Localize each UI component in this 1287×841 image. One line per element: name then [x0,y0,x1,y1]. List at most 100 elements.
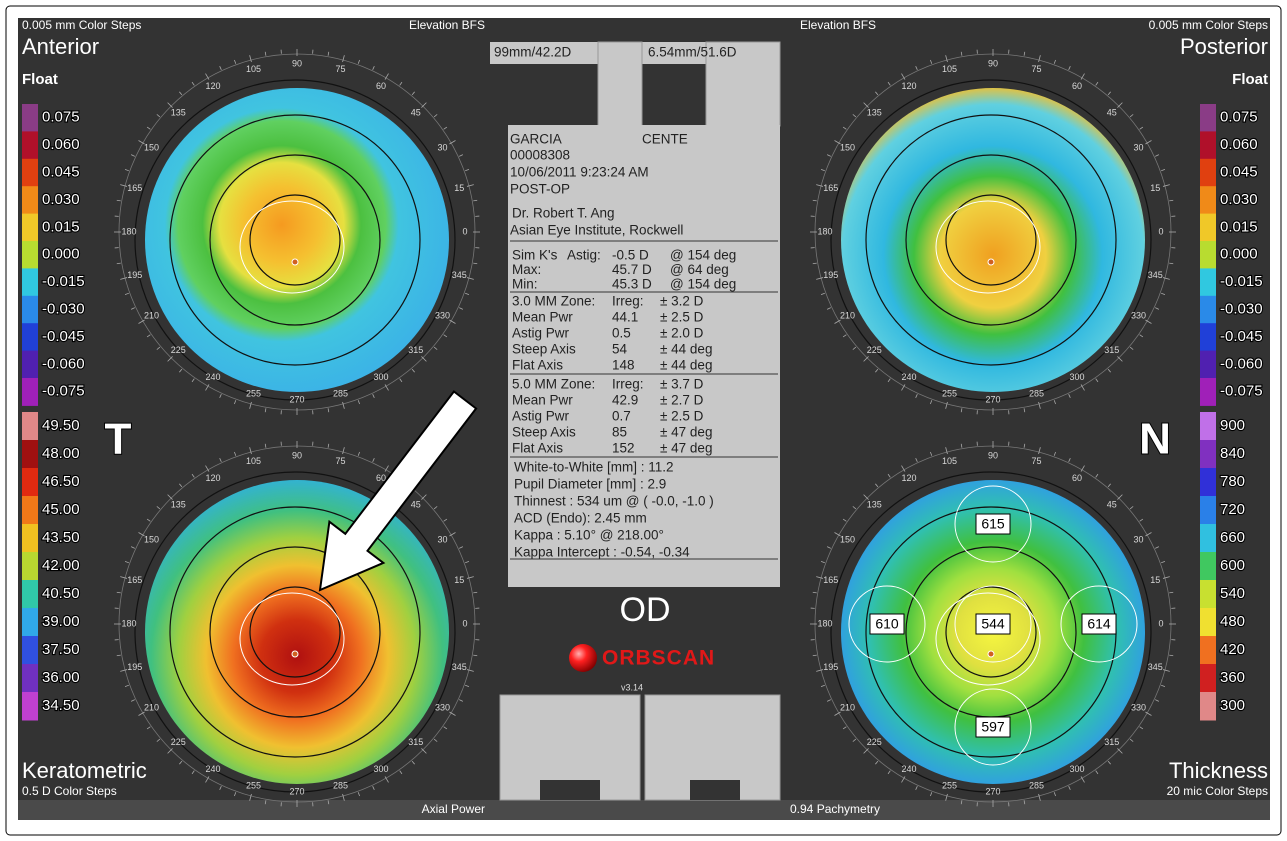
dial-tick [372,65,375,70]
panel-text: @ 64 deg [670,262,729,277]
scale-label: 0.015 [1220,218,1258,235]
side-label: N [1139,415,1171,464]
dial-tick [875,760,879,765]
zone-ring [134,471,456,793]
topography-map: 0 15 30 45 60 75 90 105 120 135 150 165 180 195 210 225… [114,441,480,807]
dial-label: 60 [1072,81,1082,91]
dial-tick [342,55,345,63]
scale-band [1200,104,1216,132]
dial-label: 240 [205,372,220,382]
scale-label: -0.015 [42,273,85,290]
scale-label: -0.075 [1220,383,1263,400]
dial-tick [826,699,831,702]
dial-tick [459,546,464,549]
dial-tick [945,447,948,455]
dial-label: 90 [292,58,302,68]
dial-tick [124,561,129,564]
dial-tick [1080,384,1085,391]
dial-label: 75 [1031,64,1041,74]
panel-text: Mean Pwr [512,393,573,408]
dial-tick [399,378,403,383]
dial-tick [826,154,831,157]
dial-label: 285 [1029,389,1044,399]
dial-label: 60 [1072,473,1082,483]
dial-tick [852,738,857,742]
dial-label: 75 [335,456,345,466]
dial-tick [466,669,474,672]
dial-tick [116,591,121,594]
dial-tick [219,457,222,462]
dial-label: 120 [901,473,916,483]
scale-label: -0.030 [42,300,85,317]
dial-tick [443,334,448,338]
dial-label: 0 [1158,618,1163,628]
dial-tick [960,51,963,56]
panel-text: -0.5 D [612,248,649,263]
reading-zone [1060,585,1138,663]
dial-tick [124,292,129,295]
dial-label: 195 [127,270,142,280]
dial-tick [342,447,345,455]
dial-tick [1023,408,1026,413]
dial-label: 240 [901,372,916,382]
scale-label: 480 [1220,613,1245,630]
reading-value: 615 [981,516,1005,532]
dial-tick [1038,793,1041,801]
dial-tick [327,443,330,448]
dial-tick [264,800,267,805]
reading-box [1081,613,1117,635]
dial-label: 285 [333,781,348,791]
dial-label: 270 [985,786,1000,796]
zone-ring [169,506,421,758]
dial-label: 60 [376,81,386,91]
dial-tick [179,760,183,765]
dial-tick [852,114,857,118]
scale-band [1200,552,1216,581]
dial-label: 270 [289,786,304,796]
dial-tick [1053,59,1056,64]
dial-tick [219,786,222,791]
dial-label: 345 [452,662,467,672]
dial-label: 300 [373,372,388,382]
dial-label: 330 [1131,310,1146,320]
dial-tick [901,73,906,80]
vertex-marker [291,650,299,658]
dial-tick [820,684,825,687]
dial-tick [834,140,841,145]
dial-tick [146,126,151,130]
reading-zone [954,585,1032,663]
panel-text: 152 [612,441,635,456]
zone-ring [249,194,341,286]
panel-text: Flat Axis [512,441,563,456]
scale-label: 0.045 [42,163,80,180]
dial-tick [116,654,121,657]
dial-tick [411,368,415,373]
panel-text: Thinnest : 534 um @ ( -0.0, -1.0 ) [514,494,714,509]
dial-label: 165 [127,183,142,193]
dial-label: 135 [171,500,186,510]
zone-ring [945,194,1037,286]
dial-tick [433,114,438,118]
reading-box [975,513,1011,535]
panel-text: ± 47 deg [660,441,712,456]
panel-text: GARCIA [510,132,562,147]
scale-label: 0.000 [42,246,80,263]
dial-tick [411,760,415,765]
panel-text: ± 44 deg [660,358,712,373]
dial-tick [167,356,173,362]
dial-tick [1129,114,1134,118]
dial-tick [1038,55,1041,63]
dial-tick [465,684,470,687]
dial-tick [816,669,824,672]
dial-tick [449,140,456,145]
dial-tick [138,711,145,716]
map-subtitle: Float [22,71,58,88]
topography-map: 0 15 30 45 60 75 90 105 120 135 150 165 180 195 210 225… [810,49,1176,415]
dial-tick [812,591,817,594]
dial-tick [1080,776,1085,783]
dial-tick [915,65,918,70]
scale-band [22,158,38,187]
scale-band [1200,350,1216,379]
panel-text: 45.3 D [612,277,652,292]
dial-tick [466,184,474,187]
